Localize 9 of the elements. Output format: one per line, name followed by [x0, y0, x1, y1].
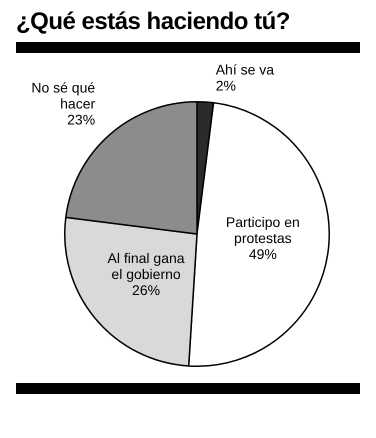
chart-title: ¿Qué estás haciendo tú? — [16, 8, 290, 36]
slice-label: No sé qué hacer — [31, 80, 96, 112]
data-label: 49% — [248, 246, 277, 262]
data-label: 2% — [216, 77, 236, 94]
data-label: 23% — [67, 112, 96, 128]
slice-label: Participo en protestas — [226, 214, 300, 246]
slice-label: Al final gana el gobierno — [108, 250, 185, 282]
slice-label: Ahí se va — [216, 61, 274, 78]
data-label: 26% — [132, 282, 160, 298]
